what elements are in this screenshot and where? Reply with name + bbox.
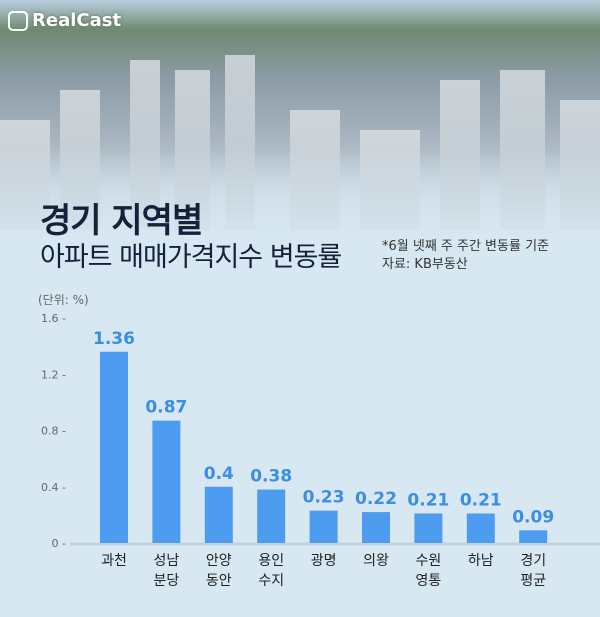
realcast-logo: RealCast: [8, 10, 121, 31]
subtitle: 아파트 매매가격지수 변동률: [40, 242, 342, 273]
bar: [152, 420, 181, 543]
x-tick-label: 평균: [520, 573, 546, 589]
x-tick-label: 과천: [101, 553, 127, 569]
y-tick-label: 1.6 -: [41, 312, 66, 325]
x-tick-label: 의왕: [363, 553, 389, 569]
x-tick-label: 분당: [154, 573, 180, 589]
bar: [204, 486, 233, 543]
y-tick-label: 0.8 -: [41, 425, 66, 438]
data-label: 0.87: [145, 398, 187, 418]
data-label: 0.21: [460, 490, 502, 510]
y-tick-label: 0.4 -: [41, 481, 66, 494]
cityscape-photo: [0, 0, 600, 250]
bar: [362, 512, 390, 543]
bar: [309, 510, 338, 543]
x-tick-label: 수원: [416, 553, 442, 569]
data-label: 0.23: [303, 488, 345, 508]
x-tick-label: 성남: [154, 553, 180, 569]
data-label: 0.4: [204, 464, 234, 484]
source-text: 자료: KB부동산: [382, 257, 468, 272]
x-tick-label: 광명: [311, 553, 337, 569]
y-tick-label: 0 -: [52, 537, 66, 550]
y-tick-label: 1.2 -: [41, 368, 66, 381]
logo-text: RealCast: [32, 10, 122, 31]
x-tick-label: 수지: [258, 573, 284, 589]
x-tick-label: 동안: [206, 573, 232, 589]
bar: [466, 513, 495, 543]
bar: [100, 351, 128, 543]
x-tick-label: 하남: [468, 553, 494, 569]
note-text: *6월 넷째 주 주간 변동률 기준: [382, 239, 549, 254]
x-tick-label: 용인: [258, 553, 284, 569]
unit-label: (단위: %): [38, 293, 89, 307]
data-label: 0.09: [512, 507, 554, 527]
data-label: 0.38: [250, 467, 292, 487]
data-label: 0.22: [355, 489, 397, 509]
bar: [257, 489, 286, 543]
bar: [414, 513, 443, 543]
logo-mark-icon: [8, 10, 28, 31]
x-tick-label: 영통: [416, 573, 442, 589]
data-label: 0.21: [407, 490, 449, 510]
data-label: 1.36: [93, 329, 135, 349]
bar: [519, 530, 548, 543]
x-tick-label: 안양: [206, 553, 232, 569]
title: 경기 지역별: [40, 201, 203, 241]
x-tick-label: 경기: [520, 553, 546, 569]
